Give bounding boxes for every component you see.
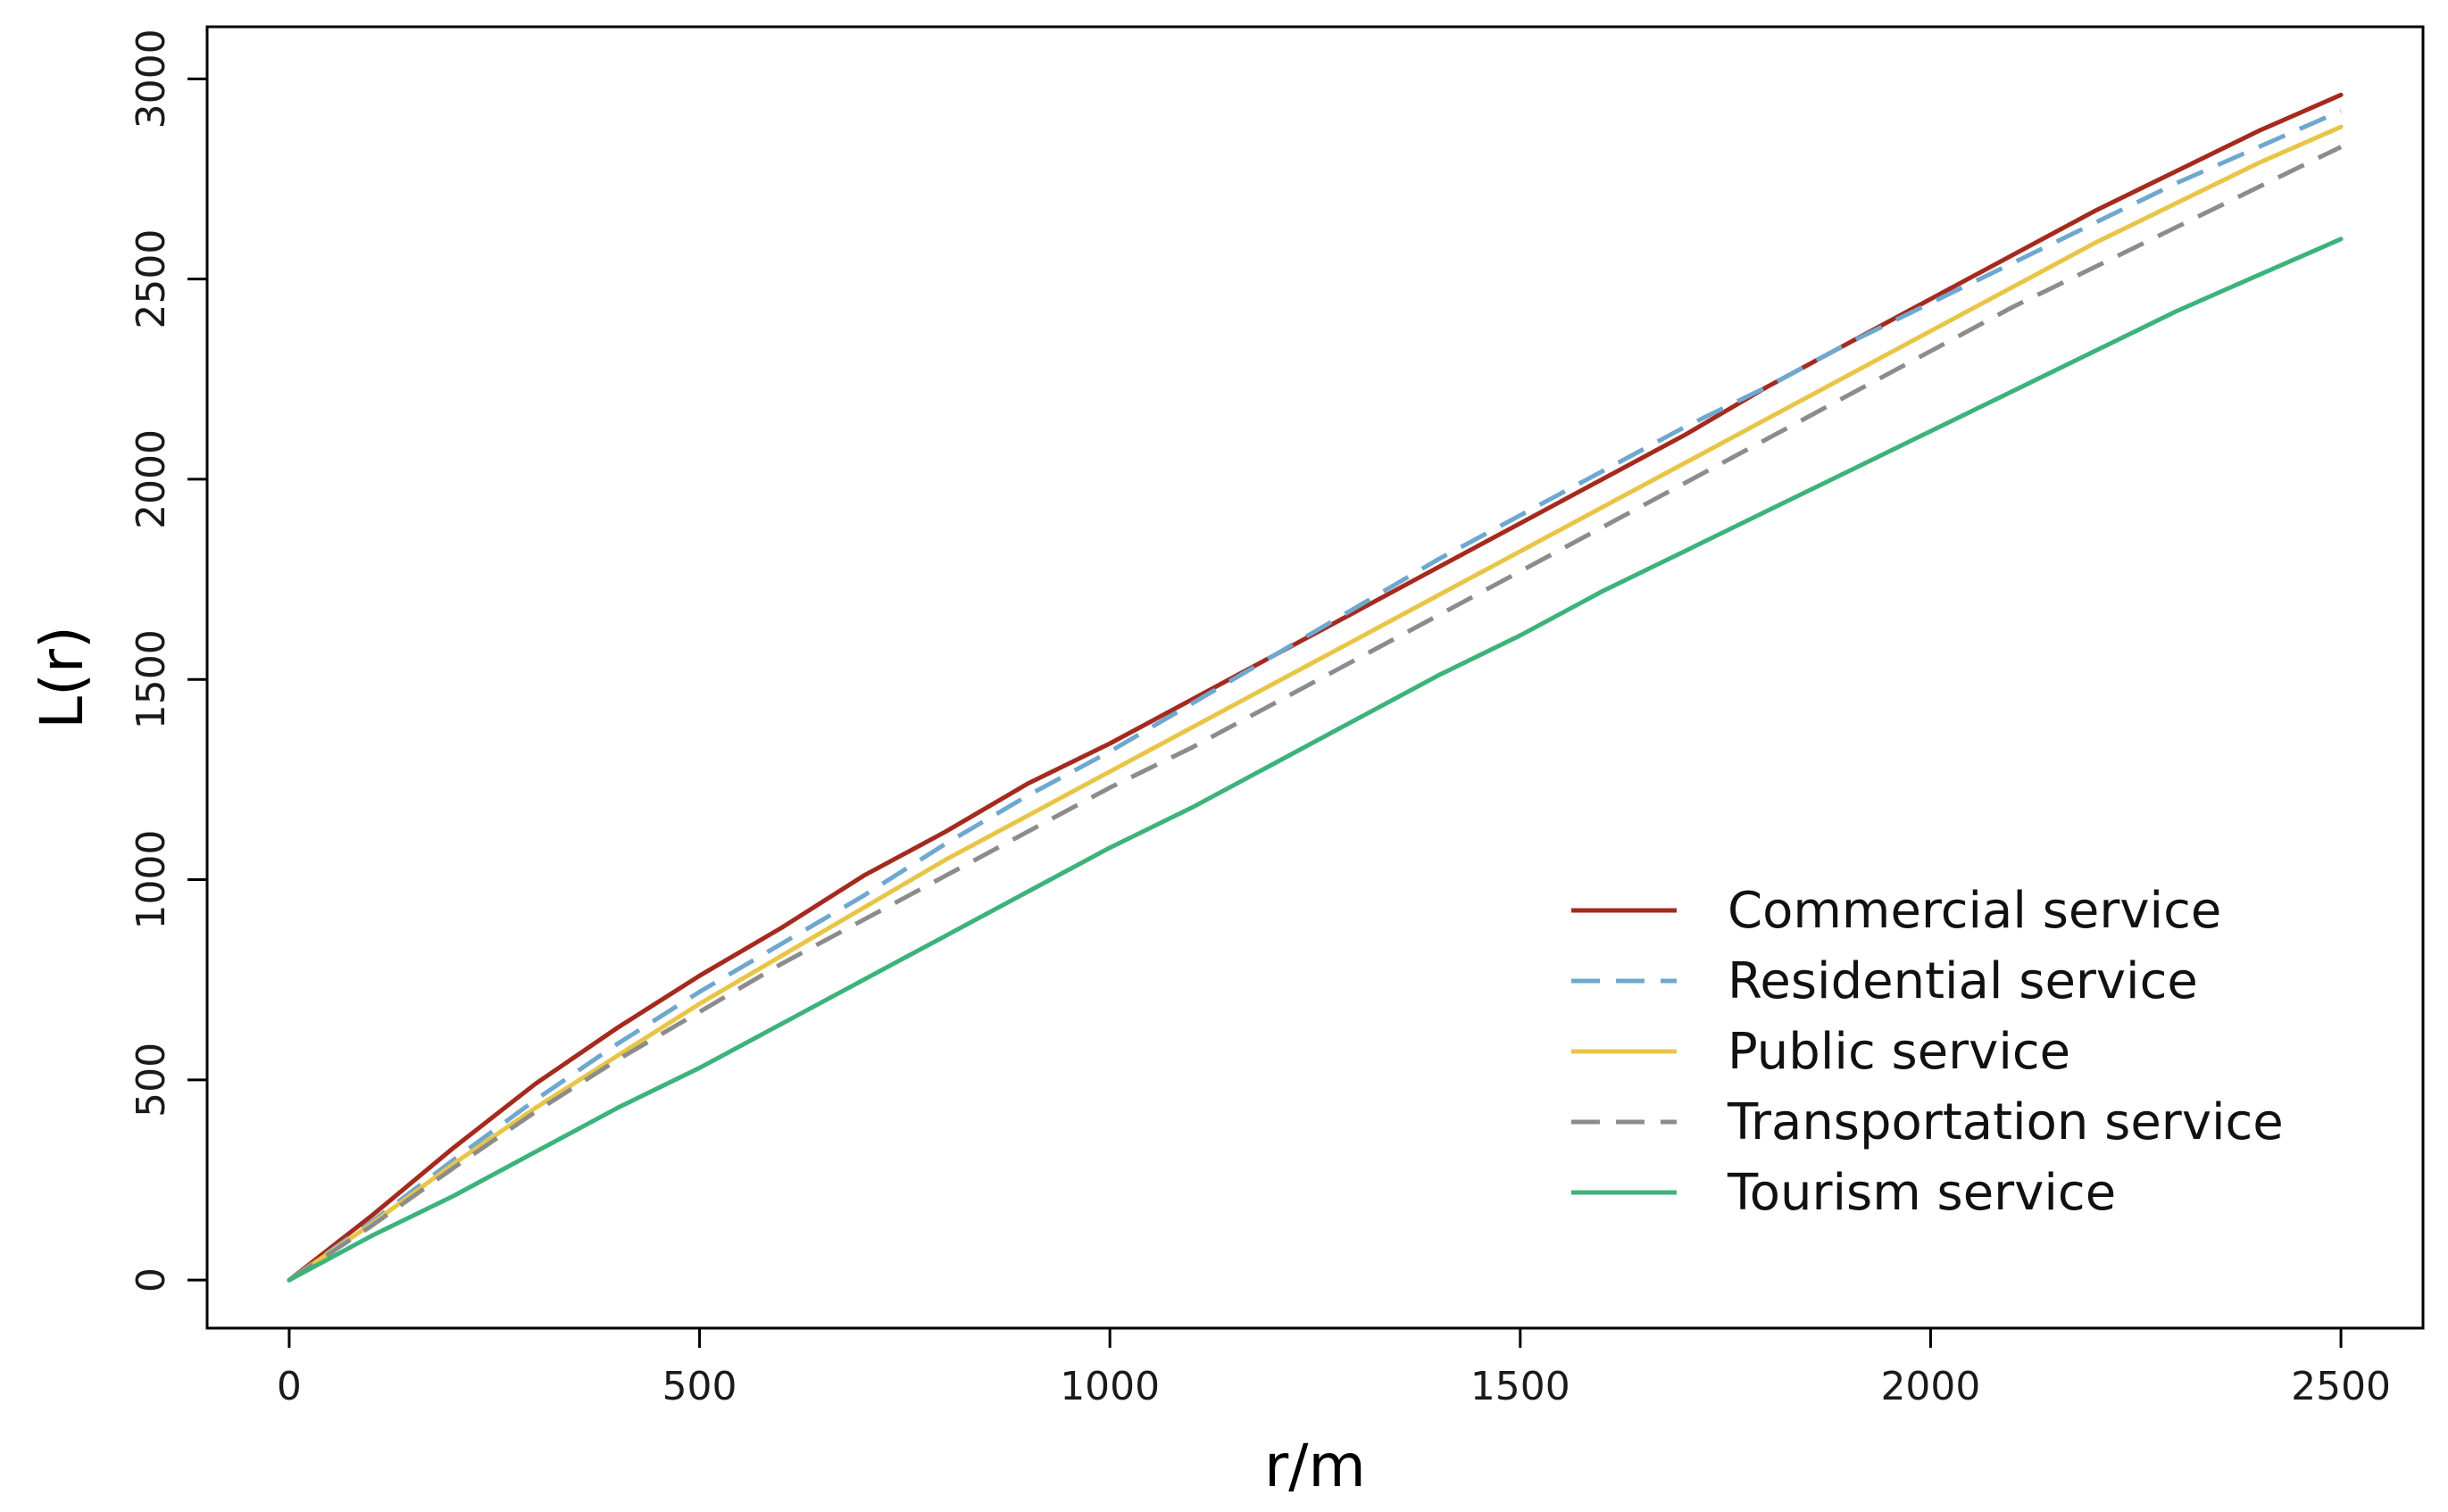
y-axis: 0 500 1000 1500 2000 2500 3000 (129, 29, 207, 1292)
legend-label: Tourism service (1727, 1164, 2116, 1222)
x-tick-label: 500 (662, 1364, 737, 1409)
y-tick-label: 3000 (129, 29, 174, 129)
legend: Commercial service Residential service Pub… (1571, 882, 2284, 1222)
x-tick-label: 1000 (1060, 1364, 1160, 1409)
x-tick-label: 0 (277, 1364, 302, 1409)
y-tick-label: 0 (129, 1267, 174, 1292)
legend-label: Commercial service (1728, 882, 2221, 940)
x-axis-title: r/m (1264, 1432, 1366, 1500)
y-tick-label: 1000 (129, 830, 174, 930)
series-layer (287, 92, 2344, 1283)
y-tick-label: 500 (129, 1043, 174, 1117)
plot-frame (205, 25, 2425, 1330)
series-line-3 (287, 145, 2343, 1283)
x-tick-label: 2500 (2291, 1364, 2391, 1409)
x-tick-label: 2000 (1880, 1364, 1980, 1409)
series-line-4 (287, 237, 2344, 1283)
y-tick-label: 2000 (129, 429, 174, 529)
legend-label: Transportation service (1727, 1093, 2284, 1151)
y-axis-title: L(r) (28, 626, 96, 728)
y-tick-label: 1500 (129, 629, 174, 729)
series-line-2 (287, 124, 2344, 1283)
legend-label: Public service (1728, 1023, 2070, 1081)
x-tick-label: 1500 (1470, 1364, 1570, 1409)
series-line-1 (287, 108, 2343, 1283)
y-tick-label: 2500 (129, 229, 174, 329)
legend-label: Residential service (1728, 952, 2198, 1010)
x-axis: 0 500 1000 1500 2000 2500 (277, 1328, 2391, 1409)
